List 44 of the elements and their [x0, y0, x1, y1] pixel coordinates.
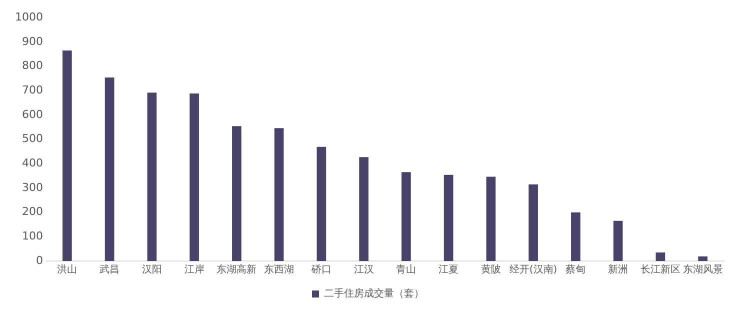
- bar: [698, 256, 708, 261]
- y-tick-label: 500: [22, 132, 43, 146]
- bar: [147, 92, 157, 261]
- bar: [613, 220, 623, 261]
- bar: [402, 172, 411, 261]
- x-tick-label: 东湖高新: [216, 264, 257, 276]
- bar: [190, 94, 199, 261]
- bar: [359, 157, 368, 261]
- y-tick-label: 1000: [14, 10, 43, 24]
- x-tick-label: 武昌: [100, 264, 120, 276]
- x-tick-label: 经开(汉南): [509, 264, 558, 276]
- y-tick-label: 900: [22, 34, 43, 48]
- y-tick-label: 400: [22, 156, 43, 170]
- bar: [104, 77, 114, 261]
- bar: [62, 50, 72, 261]
- bar: [316, 146, 326, 261]
- x-tick-label: 东西湖: [264, 264, 294, 276]
- x-tick-label: 蔡甸: [566, 264, 586, 276]
- x-tick-label: 江汉: [354, 264, 374, 276]
- bar: [232, 126, 242, 261]
- x-tick-label: 长江新区: [640, 264, 680, 276]
- x-tick-label: 硚口: [310, 264, 332, 276]
- legend-label: 二手住房成交量（套）: [324, 288, 424, 300]
- y-tick-label: 300: [22, 180, 43, 194]
- y-tick-label: 800: [22, 59, 43, 72]
- y-tick-label: 600: [22, 108, 43, 121]
- x-tick-label: 汉阳: [142, 264, 162, 276]
- x-tick-label: 江岸: [184, 264, 204, 276]
- x-tick-label: 新洲: [608, 264, 628, 276]
- x-tick-label: 洪山: [57, 264, 78, 276]
- x-tick-label: 青山: [396, 264, 416, 276]
- y-tick-label: 200: [22, 205, 43, 218]
- bar: [528, 184, 538, 261]
- x-tick-label: 黄陂: [480, 264, 501, 276]
- bar: [656, 252, 666, 261]
- y-tick-label: 100: [22, 230, 43, 243]
- y-tick-label: 0: [36, 254, 43, 267]
- bar: [274, 128, 284, 261]
- bar: [486, 176, 496, 261]
- bar: [444, 174, 454, 261]
- x-tick-label: 江夏: [438, 264, 459, 276]
- bar: [571, 212, 580, 261]
- y-tick-label: 700: [22, 83, 43, 96]
- x-tick-label: 东湖风景: [682, 264, 723, 276]
